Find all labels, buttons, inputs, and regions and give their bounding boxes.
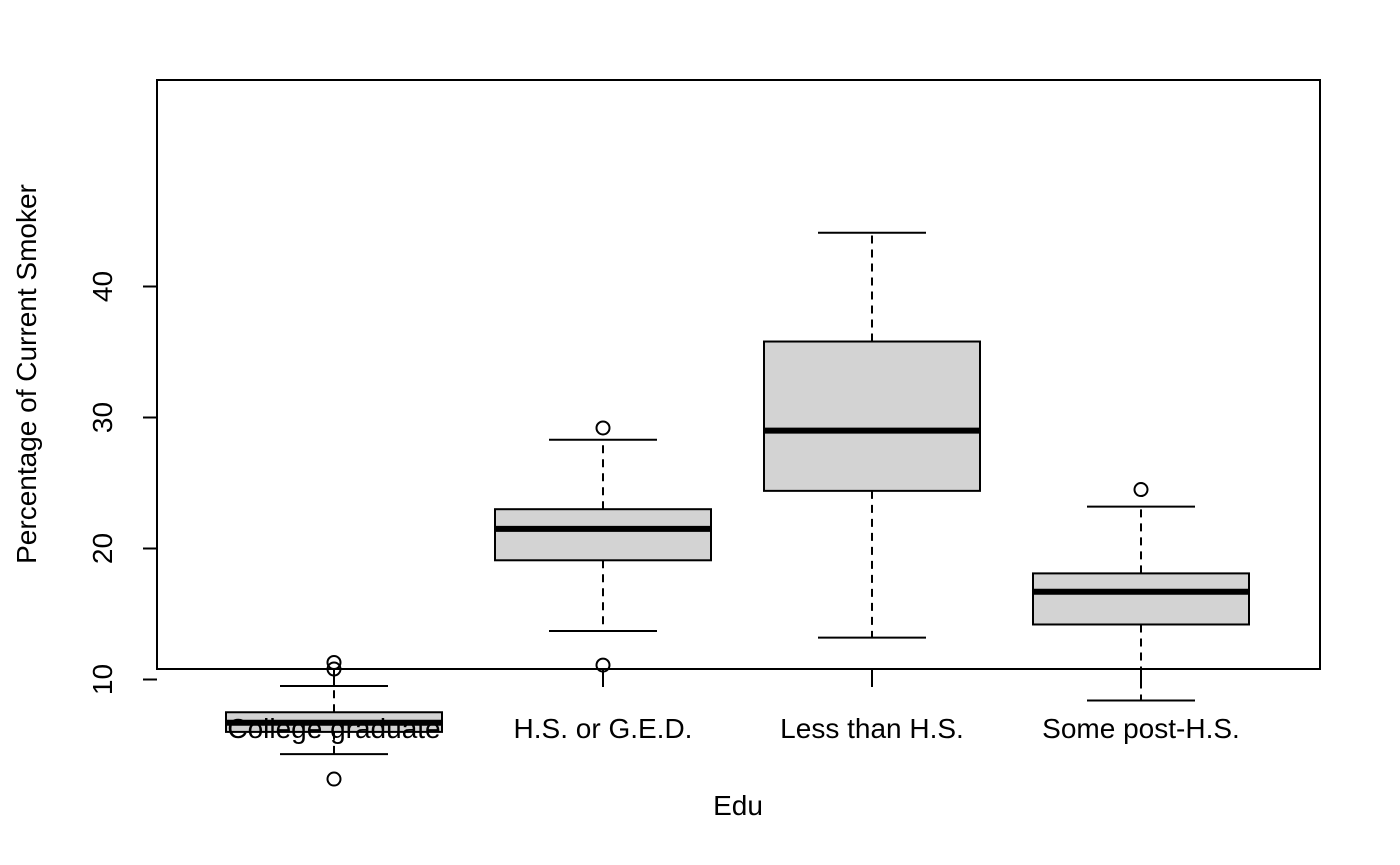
y-axis-title: Percentage of Current Smoker	[11, 184, 42, 564]
iqr-box	[763, 340, 981, 492]
box-group-2	[494, 420, 712, 673]
x-tick-label: Less than H.S.	[780, 713, 964, 744]
x-tick-label: Some post-H.S.	[1042, 713, 1240, 744]
y-tick-label: 40	[87, 271, 118, 302]
outlier-point	[326, 771, 342, 787]
outlier-point	[595, 420, 611, 436]
x-axis-title: Edu	[713, 790, 763, 821]
y-tick-label: 10	[87, 664, 118, 695]
iqr-box	[1032, 572, 1250, 626]
y-axis: 10 20 30 40	[87, 271, 157, 695]
outlier-point	[326, 654, 342, 670]
iqr-box	[494, 508, 712, 562]
boxes-layer	[225, 231, 1250, 787]
box-group-4	[1032, 482, 1250, 702]
plot-frame	[156, 79, 1321, 670]
y-tick-label: 30	[87, 402, 118, 433]
x-tick-label: H.S. or G.E.D.	[514, 713, 693, 744]
box-group-3	[763, 231, 981, 639]
y-tick-label: 20	[87, 533, 118, 564]
outlier-point	[1133, 482, 1149, 498]
x-axis: College graduate H.S. or G.E.D. Less than …	[227, 669, 1240, 744]
x-tick-label: College graduate	[227, 713, 440, 744]
